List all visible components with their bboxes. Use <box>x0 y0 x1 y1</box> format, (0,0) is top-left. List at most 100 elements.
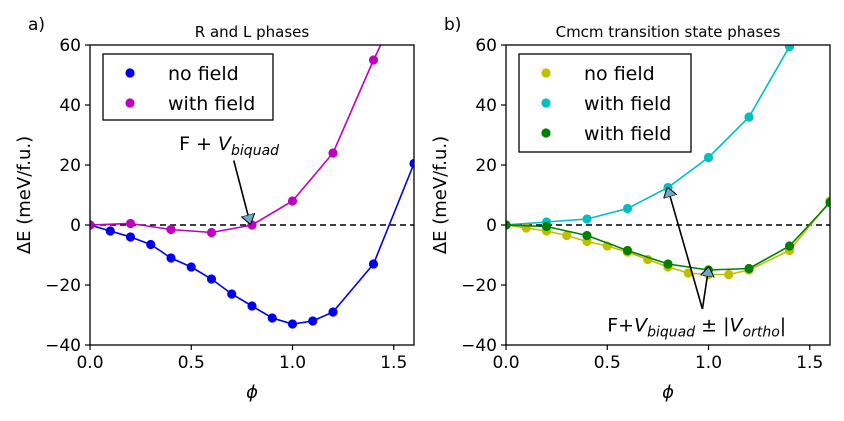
annotation-part: biquad <box>647 325 695 341</box>
data-point <box>247 301 257 311</box>
annotation-part: biquad <box>231 143 279 159</box>
data-point <box>409 158 414 169</box>
x-tick-label: 0.0 <box>492 353 519 373</box>
y-tick-label: 40 <box>475 96 497 116</box>
legend-marker <box>541 68 551 78</box>
y-tick-label: 60 <box>59 36 81 56</box>
data-point <box>368 259 379 269</box>
data-point <box>541 221 552 232</box>
annotation-part: V <box>730 315 745 337</box>
series-line-0 <box>90 163 414 325</box>
data-point <box>146 239 156 250</box>
data-point <box>784 45 795 52</box>
chart-title: R and L phases <box>195 23 310 41</box>
y-tick-label: −20 <box>45 276 81 296</box>
y-tick-label: −20 <box>461 276 497 296</box>
annotation-part: ± | <box>695 315 729 337</box>
x-tick-label: 1.5 <box>796 353 823 373</box>
data-point <box>125 218 136 229</box>
x-tick-label: 0.5 <box>178 353 205 373</box>
data-point <box>622 245 633 256</box>
y-axis-label: ΔE (meV/f.u.) <box>14 136 35 254</box>
data-point <box>166 224 176 235</box>
axes-frame <box>505 44 831 346</box>
x-tick-label: 1.5 <box>380 353 407 373</box>
y-axis-label: ΔE (meV/f.u.) <box>430 136 451 254</box>
data-point <box>622 203 633 214</box>
data-point <box>328 148 338 158</box>
data-point <box>703 152 714 163</box>
x-tick-label: 0.0 <box>76 353 103 373</box>
data-point <box>166 253 176 263</box>
legend-entry: no field <box>584 63 655 85</box>
legend-entry: with field <box>584 93 671 115</box>
y-tick-label: 20 <box>475 156 497 176</box>
x-tick-label: 1.0 <box>695 353 722 373</box>
data-point <box>368 55 379 65</box>
y-tick-label: 0 <box>486 216 497 236</box>
panel-a: a) R and L phases 0.0 0.5 1.0 1.5 −40 −20 0 20 40 6… <box>14 15 415 403</box>
legend-marker <box>125 68 135 78</box>
annotation-part: | <box>780 315 786 337</box>
annotation-part: ortho <box>743 325 780 341</box>
legend-marker <box>541 128 551 138</box>
data-point <box>744 112 754 122</box>
data-point <box>506 220 511 230</box>
y-tick-label: 60 <box>475 36 497 56</box>
data-point <box>206 227 217 238</box>
plot-area <box>90 45 414 329</box>
annotation-part: F+ <box>607 315 634 337</box>
data-point <box>125 232 136 242</box>
data-point <box>186 262 196 272</box>
legend-entry: no field <box>168 63 239 85</box>
data-point <box>582 230 592 241</box>
x-tick-label: 0.5 <box>594 353 621 373</box>
data-point <box>724 269 734 280</box>
data-point <box>267 313 277 323</box>
data-point <box>582 214 592 224</box>
annotation-part: F + <box>179 133 218 155</box>
x-tick-label: 1.0 <box>279 353 306 373</box>
y-tick-label: 20 <box>59 156 81 176</box>
data-point <box>683 268 693 278</box>
y-tick-label: 40 <box>59 96 81 116</box>
legend-box <box>102 53 274 121</box>
data-point <box>825 197 830 208</box>
data-point <box>328 307 338 317</box>
data-point <box>308 316 318 326</box>
annotation-part: V <box>634 315 649 337</box>
data-point <box>287 196 298 206</box>
annotation-label: F+Vbiquad ± |Vortho| <box>607 315 786 341</box>
annotation-arrow <box>668 189 704 310</box>
data-point <box>206 274 217 284</box>
data-point <box>227 289 237 299</box>
data-point <box>562 230 572 241</box>
y-tick-label: −40 <box>461 336 497 356</box>
axes-frame <box>89 44 415 346</box>
data-point <box>287 319 298 329</box>
data-point <box>105 226 115 236</box>
annotation-part: V <box>218 133 233 155</box>
legend-entry: with field <box>584 123 671 145</box>
data-point <box>521 223 531 233</box>
data-point <box>663 259 673 269</box>
data-point <box>247 220 257 230</box>
data-point <box>784 241 795 251</box>
chart-title: Cmcm transition state phases <box>556 23 781 41</box>
y-tick-label: 0 <box>70 216 81 236</box>
legend-entry: with field <box>168 93 255 115</box>
annotation-arrow <box>233 160 250 223</box>
x-axis-label: ϕ <box>246 382 258 403</box>
legend-marker <box>125 98 135 108</box>
x-axis-label: ϕ <box>662 382 674 403</box>
panel-label: a) <box>28 15 45 35</box>
data-point <box>744 263 754 274</box>
annotation-label: F + Vbiquad <box>179 133 279 159</box>
data-point <box>90 220 95 230</box>
panel-b: b) Cmcm transition state phases 0.0 0.5 1.0 1… <box>430 15 831 403</box>
y-tick-label: −40 <box>45 336 81 356</box>
legend-marker <box>541 98 551 108</box>
panel-label: b) <box>444 15 461 35</box>
annotation-arrow <box>702 269 708 310</box>
